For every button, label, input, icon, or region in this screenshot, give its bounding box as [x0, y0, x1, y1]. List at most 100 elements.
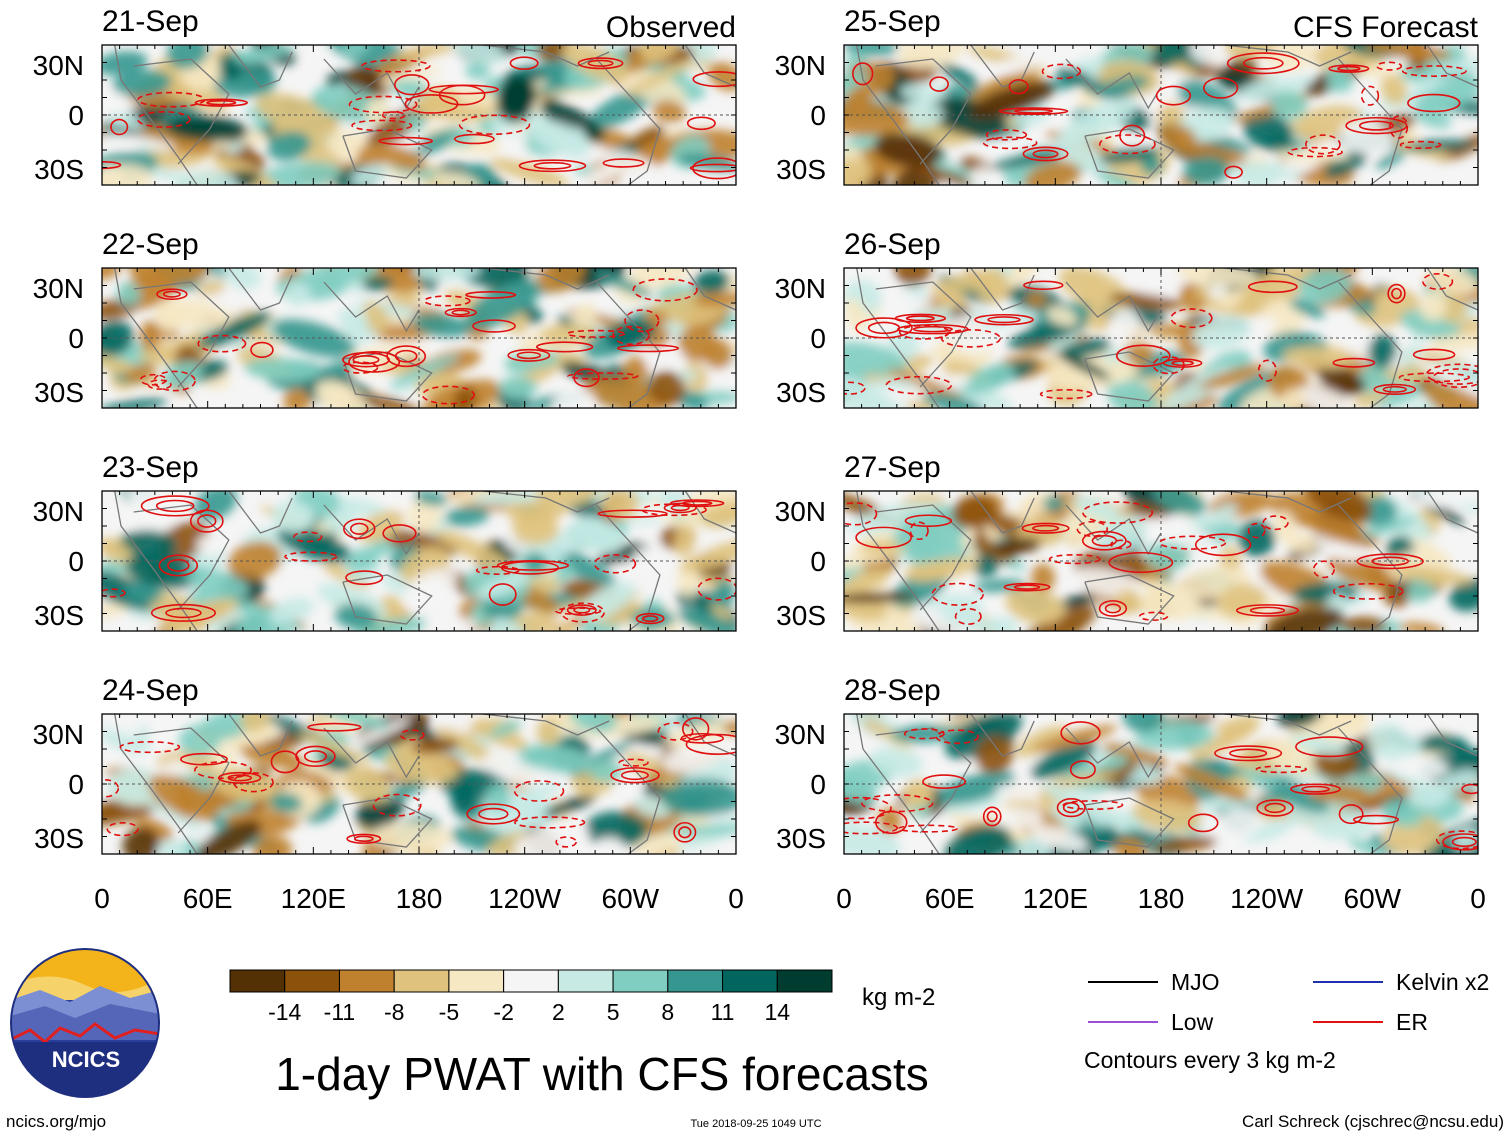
colorbar-box: [284, 969, 340, 993]
lat-tick-label: 0: [68, 769, 84, 800]
panel-date-label: 22-Sep: [102, 228, 199, 261]
er-contours: [102, 717, 736, 848]
colorbar-tick-label: -11: [324, 999, 356, 1025]
legend-label: ER: [1396, 1009, 1428, 1035]
lat-tick-label: 30N: [775, 719, 826, 750]
lon-tick-label: 120W: [488, 883, 562, 914]
lon-tick-label: 180: [1138, 883, 1185, 914]
panel-date-label: 21-Sep: [102, 5, 199, 38]
map-panel-27-Sep: [843, 490, 1479, 632]
lat-tick-label: 30N: [33, 719, 84, 750]
lon-tick-label: 120E: [1023, 883, 1088, 914]
lon-tick-label: 60W: [1344, 883, 1402, 914]
ncics-logo: NCICS: [10, 948, 160, 1098]
footer-right: Carl Schreck (cjschrec@ncsu.edu): [1242, 1112, 1504, 1131]
map-panel-28-Sep: [843, 713, 1479, 855]
lat-tick-label: 30N: [775, 273, 826, 304]
colorbar-tick-label: 14: [764, 999, 790, 1025]
lat-tick-label: 30S: [34, 823, 84, 854]
map-panel-21-Sep: [101, 44, 737, 186]
er-contours: [852, 52, 1467, 179]
colorbar-box: [393, 969, 450, 993]
lon-tick-label: 60E: [183, 883, 233, 914]
colorbar-box: [667, 969, 724, 993]
colorbar-tick-label: 5: [607, 999, 620, 1025]
pwat-anomaly-field: [102, 45, 736, 185]
lat-tick-label: 30S: [776, 154, 826, 185]
coastlines: [856, 491, 1478, 631]
er-contours: [844, 501, 1424, 625]
legend: MJO Kelvin x2 Low ER Contours every 3 kg m-2: [1084, 969, 1489, 1073]
lat-tick-label: 0: [68, 100, 84, 131]
colorbar-tick-label: -2: [493, 999, 513, 1025]
panel-date-label: 24-Sep: [102, 674, 199, 707]
lon-tick-label: 60W: [602, 883, 660, 914]
colorbar-units: kg m-2: [862, 984, 935, 1011]
colorbar-tick-label: 11: [711, 999, 735, 1025]
lat-tick-label: 30N: [33, 50, 84, 81]
pwat-anomaly-field: [844, 45, 1478, 185]
lat-tick-label: 30N: [33, 273, 84, 304]
lat-tick-label: 0: [810, 100, 826, 131]
colorbar-box: [338, 969, 395, 993]
coastlines: [114, 491, 736, 631]
lon-tick-label: 0: [836, 883, 852, 914]
panel-date-label: 27-Sep: [844, 451, 941, 484]
lon-tick-label: 120W: [1230, 883, 1304, 914]
contour-note: Contours every 3 kg m-2: [1084, 1047, 1336, 1073]
lon-tick-label: 120E: [281, 883, 346, 914]
colorbar-tick-label: -14: [268, 999, 301, 1025]
map-panel-26-Sep: [843, 267, 1479, 409]
legend-label: Kelvin x2: [1396, 969, 1489, 995]
pwat-anomaly-field: [844, 714, 1478, 854]
colorbar-box: [503, 969, 559, 993]
lat-tick-label: 0: [68, 546, 84, 577]
er-contours: [139, 278, 698, 405]
coastlines: [856, 45, 1478, 185]
lat-tick-label: 30S: [34, 600, 84, 631]
panel-date-label: 23-Sep: [102, 451, 199, 484]
colorbar-box: [229, 969, 286, 993]
pwat-anomaly-field: [102, 491, 736, 631]
colorbar-box: [776, 969, 833, 993]
er-contours: [102, 56, 736, 180]
lat-tick-label: 30S: [776, 377, 826, 408]
coastlines: [114, 714, 736, 854]
lat-tick-label: 0: [810, 546, 826, 577]
colorbar-box: [448, 969, 505, 993]
lat-tick-label: 30N: [33, 496, 84, 527]
colorbar-tick-label: 2: [552, 999, 565, 1025]
colorbar-tick-label: -5: [439, 999, 459, 1025]
lat-tick-label: 0: [810, 769, 826, 800]
logo-text: NCICS: [52, 1047, 120, 1072]
lat-tick-label: 30N: [775, 496, 826, 527]
colorbar-box: [557, 969, 614, 993]
lat-tick-label: 30S: [776, 600, 826, 631]
panel-date-label: 28-Sep: [844, 674, 941, 707]
map-panel-23-Sep: [101, 490, 737, 632]
legend-label: Low: [1171, 1009, 1214, 1035]
panel-date-label: 26-Sep: [844, 228, 941, 261]
colorbar-box: [722, 969, 778, 993]
lon-tick-label: 0: [728, 883, 744, 914]
lat-tick-label: 30S: [776, 823, 826, 854]
lon-tick-label: 0: [94, 883, 110, 914]
colorbar-box: [612, 969, 669, 993]
colorbar-tick-label: -8: [384, 999, 404, 1025]
lon-tick-label: 0: [1470, 883, 1486, 914]
panel-date-label: 25-Sep: [844, 5, 941, 38]
lat-tick-label: 30N: [775, 50, 826, 81]
lat-tick-label: 30S: [34, 154, 84, 185]
er-contours: [844, 721, 1478, 851]
map-panel-24-Sep: [101, 713, 737, 855]
map-panel-25-Sep: [843, 44, 1479, 186]
lat-tick-label: 30S: [34, 377, 84, 408]
lat-tick-label: 0: [68, 323, 84, 354]
observed-label: Observed: [606, 11, 736, 44]
lon-tick-label: 60E: [925, 883, 975, 914]
colorbar-tick-label: 8: [661, 999, 674, 1025]
lon-tick-label: 180: [396, 883, 443, 914]
footer-left: ncics.org/mjo: [6, 1112, 106, 1131]
er-contours: [844, 273, 1478, 400]
map-panel-22-Sep: [101, 267, 737, 409]
